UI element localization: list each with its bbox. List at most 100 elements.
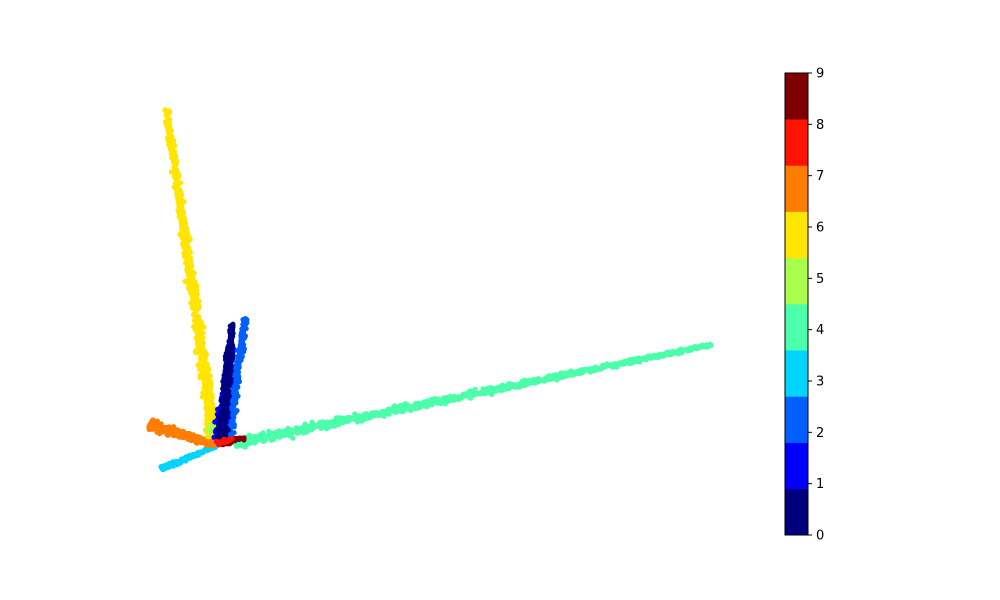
scatter-point <box>491 388 497 394</box>
colorbar-segment-3 <box>785 350 808 397</box>
scatter-point <box>199 394 205 400</box>
scatter-point <box>239 353 245 359</box>
scatter-point <box>557 374 564 380</box>
scatter-point <box>175 170 181 176</box>
scatter-point <box>525 381 531 387</box>
scatter-point <box>181 221 187 227</box>
colorbar-tick-label: 4 <box>816 323 824 338</box>
scatter-point <box>229 408 235 414</box>
scatter-point <box>228 356 234 362</box>
scatter-point <box>237 357 243 363</box>
scatter-point <box>149 421 155 427</box>
scatter-point <box>222 423 228 429</box>
scatter-point <box>173 160 179 166</box>
scatter-point <box>598 366 604 372</box>
scatter-point <box>242 316 248 322</box>
scatter-point <box>171 433 177 439</box>
scatter-point <box>195 344 201 351</box>
scatter-point <box>347 415 353 421</box>
scatter-point <box>676 349 682 355</box>
scatter-point <box>472 386 478 392</box>
scatter-point <box>206 400 212 406</box>
scatter-point <box>160 465 166 471</box>
scatter-point <box>542 378 548 384</box>
scatter-point <box>183 226 189 232</box>
scatter-point <box>468 392 474 398</box>
colorbar-frame <box>784 72 809 536</box>
scatter-point <box>164 125 171 132</box>
scatter-point <box>197 449 204 455</box>
scatter-point <box>276 434 283 440</box>
scatter-point <box>281 433 287 439</box>
scatter-point <box>158 421 164 427</box>
scatter-point <box>412 402 418 408</box>
scatter-point <box>164 430 170 436</box>
scatter-point <box>192 310 198 316</box>
scatter-point <box>520 380 526 386</box>
scatter-point <box>218 428 224 434</box>
scatter-point <box>229 344 235 350</box>
scatter-point <box>287 427 293 434</box>
colorbar-segment-6 <box>785 211 808 259</box>
scatter-point <box>198 354 204 360</box>
scatter-point <box>361 416 367 422</box>
scatter-point <box>607 363 613 369</box>
scatter-point <box>317 421 323 427</box>
scatter-point <box>191 279 197 285</box>
scatter-point <box>200 390 206 396</box>
scatter-point <box>622 358 629 364</box>
colorbar: 0 1 2 3 4 5 6 7 8 9 <box>784 67 824 544</box>
scatter-point <box>290 435 296 441</box>
colorbar-tick-label: 0 <box>816 529 824 544</box>
scatter-point <box>385 410 391 416</box>
scatter-point <box>630 359 636 365</box>
scatter-point <box>562 370 569 376</box>
scatter-point <box>206 406 212 412</box>
scatter-point <box>193 451 199 457</box>
scatter-point <box>476 391 482 397</box>
scatter-point <box>178 205 184 211</box>
scatter-point <box>241 437 247 443</box>
scatter-point <box>578 368 585 374</box>
scatter-point <box>168 128 174 134</box>
colorbar-segment-2 <box>785 396 808 443</box>
scatter-point <box>249 436 256 442</box>
scatter-point <box>310 423 316 429</box>
scatter-point <box>206 425 212 431</box>
scatter-point <box>201 379 207 385</box>
scatter-point <box>152 426 158 432</box>
colorbar-segment-7 <box>785 165 808 212</box>
scatter-point <box>181 217 187 223</box>
scatter-point <box>200 367 206 373</box>
scatter-point <box>193 350 199 356</box>
colorbar-segment-9 <box>785 73 808 120</box>
scatter-point <box>178 458 184 464</box>
scatter-point <box>668 350 674 356</box>
scatter-point <box>197 372 203 378</box>
scatter-point <box>221 389 228 395</box>
colorbar-tick-label: 8 <box>816 118 824 133</box>
scatter-point <box>322 424 328 430</box>
scatter-point <box>234 436 240 442</box>
scatter-point <box>196 314 202 320</box>
scatter-point <box>236 373 242 379</box>
scatter-point <box>182 278 188 284</box>
scatter-point <box>292 428 298 434</box>
scatter-point <box>217 440 223 446</box>
colorbar-segments <box>785 73 808 536</box>
scatter-point <box>449 394 455 401</box>
scatter-point <box>695 345 701 351</box>
scatter-point <box>227 361 233 367</box>
scatter-point <box>169 147 175 153</box>
colorbar-segment-0 <box>785 488 808 536</box>
scatter-point <box>504 382 510 388</box>
colorbar-tick-label: 6 <box>816 221 824 236</box>
scatter-point <box>298 426 304 432</box>
scatter-point <box>194 326 200 332</box>
scatter-point <box>532 378 538 384</box>
scatter-point <box>195 297 201 304</box>
scatter-point <box>602 364 608 370</box>
scatter-point <box>199 440 205 446</box>
scatter-point <box>240 329 246 336</box>
colorbar-tick-label: 1 <box>816 477 824 492</box>
